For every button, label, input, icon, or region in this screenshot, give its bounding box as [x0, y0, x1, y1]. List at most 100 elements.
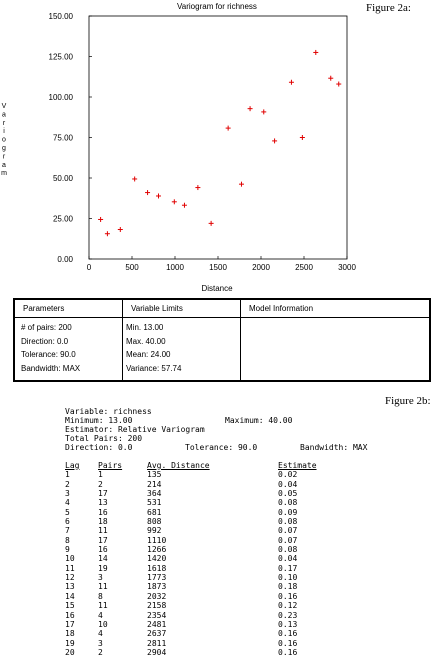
parameter-bandwidth: Bandwidth: MAX [21, 363, 81, 373]
cell-estimate: 0.07 [278, 526, 298, 536]
cell-lag: 3 [65, 489, 70, 499]
cell-estimate: 0.08 [278, 498, 298, 508]
cell-avg-distance: 135 [147, 470, 162, 480]
panel-column-divider [240, 300, 241, 380]
model-information-header: Model Information [249, 304, 314, 313]
cell-pairs: 10 [98, 619, 108, 629]
cell-estimate: 0.12 [278, 601, 298, 611]
cell-estimate: 0.08 [278, 517, 298, 527]
parameter-pairs: # of pairs: 200 [21, 323, 72, 332]
data-point [299, 135, 305, 140]
data-point [247, 106, 253, 112]
cell-pairs: 18 [98, 517, 108, 527]
cell-avg-distance: 1773 [147, 573, 167, 583]
data-point [328, 75, 334, 81]
x-tick-label: 1500 [209, 263, 227, 272]
cell-pairs: 4 [98, 610, 103, 620]
cell-pairs: 3 [98, 573, 103, 583]
y-tick-label: 150.00 [49, 12, 74, 21]
cell-lag: 19 [65, 638, 75, 648]
data-point [272, 138, 278, 144]
cell-avg-distance: 1266 [147, 545, 167, 555]
cell-lag: 7 [65, 526, 70, 536]
cell-lag: 20 [65, 647, 75, 657]
cell-pairs: 1 [98, 470, 103, 480]
report-direction: Direction: 0.0 [65, 443, 133, 452]
data-point [98, 216, 104, 222]
cell-avg-distance: 531 [147, 498, 162, 508]
panel-divider [15, 317, 429, 318]
cell-avg-distance: 2481 [147, 619, 167, 629]
cell-avg-distance: 214 [147, 479, 162, 489]
cell-pairs: 17 [98, 489, 108, 499]
figure-2a-label: Figure 2a: [366, 2, 411, 14]
cell-estimate: 0.13 [278, 619, 298, 629]
cell-avg-distance: 2354 [147, 610, 167, 620]
parameter-tolerance: Tolerance: 90.0 [21, 350, 76, 359]
report-estimator: Estimator: Relative Variogram [65, 425, 205, 434]
y-tick-label: 75.00 [53, 134, 74, 143]
cell-lag: 15 [65, 601, 75, 611]
parameter-direction: Direction: 0.0 [21, 336, 69, 346]
cell-lag: 16 [65, 610, 75, 620]
cell-lag: 9 [65, 545, 70, 555]
report-tolerance: Tolerance: 90.0 [185, 443, 258, 452]
cell-lag: 13 [65, 582, 75, 592]
cell-lag: 10 [65, 554, 75, 564]
cell-lag: 6 [65, 517, 70, 527]
data-point [288, 79, 294, 85]
cell-avg-distance: 1873 [147, 582, 167, 592]
cell-lag: 14 [65, 591, 75, 601]
data-point [336, 81, 342, 87]
y-axis-ticks: 0.00 25.00 50.00 75.00 100.00 125.00 150.00 [49, 12, 92, 264]
cell-pairs: 2 [98, 647, 103, 657]
cell-estimate: 0.04 [278, 554, 298, 564]
x-tick-label: 2000 [252, 263, 270, 272]
data-point [155, 193, 161, 199]
cell-estimate: 0.16 [278, 638, 298, 648]
cell-lag: 8 [65, 535, 70, 545]
variable-limits-list: Min. 13.00 Max. 40.00 Mean: 24.00 Varian… [126, 321, 181, 375]
cell-pairs: 11 [98, 582, 108, 592]
x-tick-label: 1000 [166, 263, 184, 272]
data-point [181, 202, 187, 208]
report-maximum: Maximum: 40.00 [225, 416, 293, 425]
data-point [104, 231, 110, 237]
data-point [117, 227, 123, 233]
cell-pairs: 14 [98, 554, 108, 564]
variable-limits-header: Variable Limits [131, 304, 183, 313]
x-tick-label: 3000 [338, 263, 356, 272]
cell-lag: 17 [65, 619, 75, 629]
data-point [238, 181, 244, 187]
cell-pairs: 11 [98, 601, 108, 611]
cell-estimate: 0.09 [278, 507, 298, 517]
column-header-avg-distance: Avg. Distance [147, 461, 210, 470]
y-tick-label: 100.00 [49, 93, 74, 102]
cell-estimate: 0.04 [278, 479, 298, 489]
report-total-pairs: Total Pairs: 200 [65, 434, 143, 443]
cell-estimate: 0.16 [278, 647, 298, 657]
cell-avg-distance: 2811 [147, 638, 167, 648]
y-tick-label: 25.00 [53, 215, 74, 224]
cell-estimate: 0.10 [278, 573, 298, 583]
cell-pairs: 13 [98, 498, 108, 508]
cell-estimate: 0.05 [278, 489, 298, 499]
cell-lag: 2 [65, 479, 70, 489]
data-points [98, 49, 342, 237]
chart-title: Variogram for richness [177, 2, 257, 11]
cell-pairs: 3 [98, 638, 103, 648]
plot-frame [88, 15, 348, 260]
cell-avg-distance: 1618 [147, 563, 167, 573]
column-header-estimate: Estimate [278, 461, 317, 470]
x-axis-ticks: 0 500 1000 1500 2000 2500 3000 [87, 256, 356, 272]
cell-pairs: 17 [98, 535, 108, 545]
cell-pairs: 16 [98, 507, 108, 517]
data-point [261, 109, 267, 115]
cell-avg-distance: 2032 [147, 591, 167, 601]
parameters-list: # of pairs: 200 Direction: 0.0 Tolerance… [21, 321, 80, 375]
y-tick-label: 125.00 [49, 53, 74, 62]
cell-avg-distance: 2904 [147, 647, 167, 657]
data-point [132, 176, 138, 182]
